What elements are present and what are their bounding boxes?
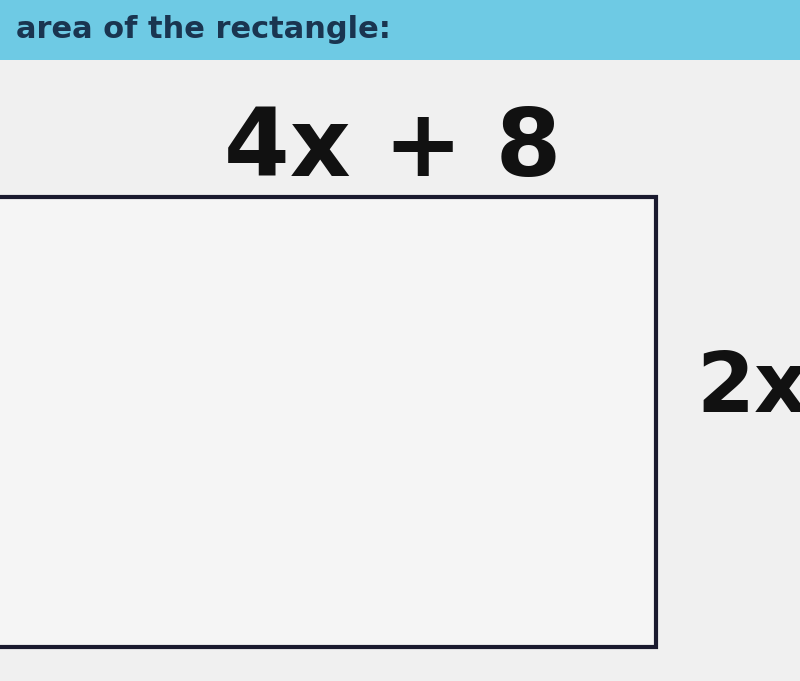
Text: 2x: 2x bbox=[696, 348, 800, 428]
Text: 4x + 8: 4x + 8 bbox=[224, 104, 562, 196]
Text: area of the rectangle:: area of the rectangle: bbox=[16, 16, 391, 44]
Bar bbox=[0, 0, 800, 60]
Bar bbox=[0, 197, 656, 647]
